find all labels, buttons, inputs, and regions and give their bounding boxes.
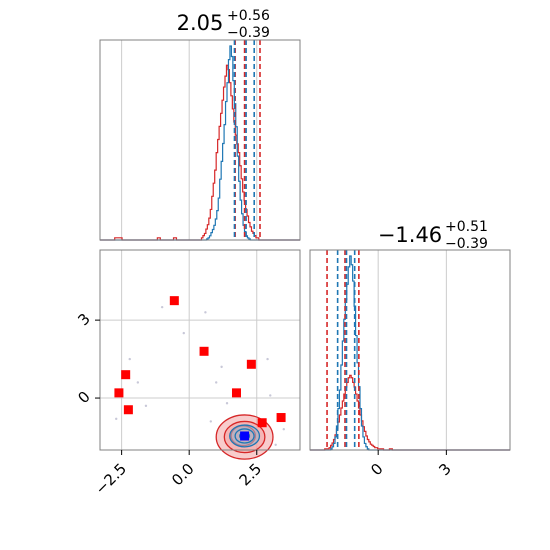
param-2-title: −1.46 <box>378 223 442 247</box>
joint-square-marker-1 <box>121 370 131 380</box>
param-1-median: 2.05 <box>177 11 224 35</box>
joint-square-marker-8 <box>276 413 286 423</box>
joint-sample-point-7 <box>269 394 272 397</box>
joint-sample-point-14 <box>266 357 269 361</box>
right-histogram-b <box>310 374 510 451</box>
joint-sample-point-3 <box>144 404 148 408</box>
joint-sample-point-0 <box>128 357 131 361</box>
panel-titles: 2.05 +0.56 −0.39 −1.46 +0.51 −0.39 <box>177 8 488 252</box>
joint-square-marker-6 <box>246 359 256 369</box>
joint-sample-point-15 <box>115 417 118 421</box>
joint-square-marker-7 <box>257 418 267 428</box>
joint-sample-point-10 <box>209 420 213 423</box>
joint-sample-point-8 <box>282 428 285 431</box>
top-histogram-b <box>100 64 300 241</box>
joint-center-marker <box>240 431 250 441</box>
param-1-title: 2.05 <box>177 11 224 35</box>
joint-y-tick-label-1: 3 <box>74 310 93 329</box>
param-1-lower-error: −0.39 <box>227 25 270 41</box>
joint-y-tick-label-0: 0 <box>74 388 93 407</box>
top-panel-frame <box>99 39 301 241</box>
joint-x-tick-label-2: 2.5 <box>236 460 266 490</box>
joint-square-marker-4 <box>199 346 209 356</box>
joint-sample-point-12 <box>160 305 164 309</box>
right-x-tick-label-0: 0 <box>367 460 386 479</box>
joint-panel-frame <box>99 249 301 451</box>
param-1-upper-error: +0.56 <box>227 8 270 24</box>
param-2-lower-error: −0.39 <box>445 236 488 252</box>
joint-square-marker-3 <box>123 405 133 415</box>
joint-x-tick-label-0: −2.5 <box>92 460 130 498</box>
joint-sample-point-5 <box>204 311 207 314</box>
joint-contour-a-1 <box>234 428 255 444</box>
joint-sample-point-2 <box>136 381 140 384</box>
right-x-tick-label-1: 3 <box>435 460 454 479</box>
joint-square-marker-5 <box>231 388 241 398</box>
joint-square-marker-2 <box>114 388 124 398</box>
param-2-upper-error: +0.51 <box>445 219 488 235</box>
right-panel-frame <box>309 249 511 451</box>
top-histogram-a <box>100 45 300 241</box>
param-2-median: −1.46 <box>378 223 442 247</box>
joint-panel: −2.5 0.0 2.5 0 3 <box>74 249 301 498</box>
joint-sample-point-13 <box>225 402 229 405</box>
joint-sample-point-9 <box>274 443 277 447</box>
joint-sample-point-11 <box>220 365 223 369</box>
joint-x-tick-label-1: 0.0 <box>168 460 198 490</box>
marginal-panel-param-1 <box>99 39 301 241</box>
joint-sample-point-4 <box>182 331 185 335</box>
joint-sample-point-6 <box>215 381 218 384</box>
joint-square-marker-0 <box>169 296 179 306</box>
